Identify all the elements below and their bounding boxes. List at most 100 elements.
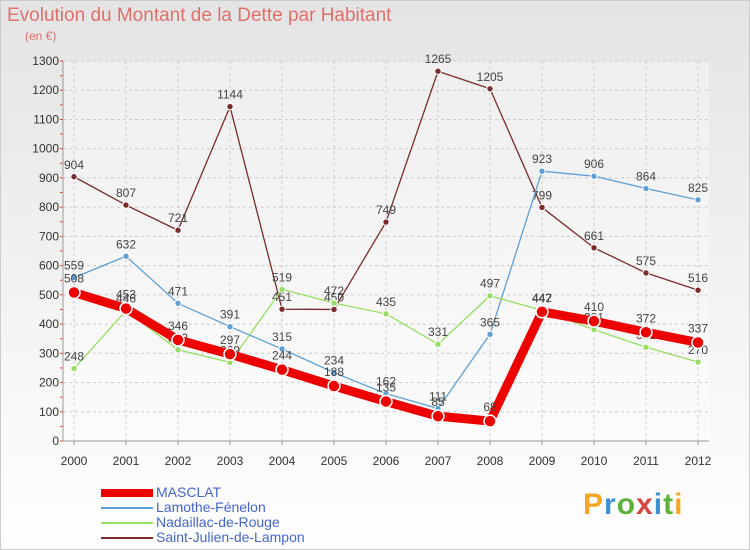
data-label: 923 (532, 152, 552, 166)
x-tick-label: 2010 (581, 454, 608, 468)
legend-label: MASCLAT (156, 484, 222, 500)
data-label: 508 (64, 272, 84, 286)
data-label: 575 (636, 254, 656, 268)
y-tick-label: 200 (39, 376, 59, 390)
data-point (67, 285, 81, 300)
data-point (486, 292, 494, 300)
y-tick-label: 100 (39, 405, 59, 419)
data-point (691, 335, 705, 350)
x-tick-label: 2009 (529, 454, 556, 468)
x-tick-label: 2006 (373, 454, 400, 468)
data-point (119, 301, 133, 316)
data-label: 337 (688, 321, 708, 335)
data-label: 1205 (477, 70, 504, 84)
data-label: 453 (116, 288, 136, 302)
data-label: 162 (376, 375, 396, 389)
data-point (590, 244, 598, 252)
data-label: 331 (428, 325, 448, 339)
data-point (486, 330, 494, 339)
data-point (171, 333, 185, 347)
data-label: 1144 (217, 88, 243, 102)
legend-swatch (101, 489, 153, 497)
data-label: 497 (480, 277, 500, 291)
y-tick-label: 1100 (33, 112, 59, 126)
data-point (434, 340, 442, 348)
data-label: 516 (688, 271, 708, 285)
data-label: 372 (636, 311, 656, 325)
data-point (431, 409, 445, 423)
data-label: 188 (324, 365, 344, 379)
x-tick-label: 2012 (685, 454, 712, 468)
data-label: 721 (168, 211, 188, 225)
data-label: 442 (532, 291, 552, 305)
data-point (642, 343, 650, 351)
y-tick-label: 700 (39, 229, 59, 243)
x-tick-label: 2007 (425, 454, 452, 468)
legend-swatch (101, 522, 153, 524)
y-tick-label: 400 (39, 317, 59, 331)
legend-label: Nadaillac-de-Rouge (156, 514, 280, 530)
y-tick-label: 500 (39, 288, 59, 302)
data-label: 825 (688, 181, 708, 195)
data-label: 244 (272, 349, 292, 363)
y-tick-label: 800 (39, 200, 59, 214)
x-tick-label: 2001 (113, 454, 140, 468)
y-tick-label: 600 (39, 259, 59, 273)
data-point (538, 203, 546, 212)
data-label: 410 (584, 300, 604, 314)
data-label: 661 (584, 229, 604, 243)
data-point (382, 310, 390, 318)
data-label: 447 (532, 291, 552, 305)
data-point (223, 347, 237, 361)
data-label: 135 (376, 381, 396, 395)
data-label: 472 (324, 284, 344, 298)
x-tick-label: 2000 (61, 454, 88, 468)
data-label: 297 (220, 333, 240, 347)
y-tick-label: 300 (39, 346, 59, 360)
data-point (278, 285, 286, 293)
data-point (278, 305, 286, 313)
data-point (122, 252, 130, 260)
data-point (587, 314, 601, 328)
data-point (639, 325, 653, 340)
data-point (278, 345, 286, 353)
x-tick-label: 2008 (477, 454, 504, 468)
legend-label: Lamothe-Fénelon (156, 499, 266, 515)
data-label: 248 (64, 350, 84, 364)
data-point (174, 226, 182, 234)
data-point (174, 299, 182, 308)
legend-swatch (101, 507, 153, 509)
y-tick-label: 1200 (32, 83, 59, 97)
data-label: 519 (272, 270, 292, 284)
legend-swatch (101, 537, 153, 539)
data-label: 1265 (425, 52, 452, 66)
data-point (486, 85, 494, 93)
data-point (327, 379, 341, 393)
data-label: 799 (532, 188, 552, 202)
data-point (434, 67, 442, 75)
data-point (226, 323, 234, 331)
data-label: 559 (64, 259, 84, 273)
x-tick-label: 2005 (321, 454, 348, 468)
data-point (70, 364, 78, 373)
data-label: 68 (483, 400, 497, 414)
data-point (379, 394, 393, 409)
data-point (330, 368, 338, 377)
data-label: 346 (168, 319, 188, 333)
x-tick-label: 2011 (633, 454, 659, 468)
y-tick-label: 0 (52, 434, 59, 448)
data-point (642, 184, 650, 193)
x-tick-label: 2004 (269, 454, 296, 468)
chart-title: Evolution du Montant de la Dette par Hab… (7, 5, 392, 26)
data-point (535, 305, 549, 319)
data-label: 632 (116, 237, 136, 251)
chart-subtitle: (en €) (25, 29, 57, 43)
data-label: 446 (116, 292, 136, 306)
data-label: 904 (64, 158, 84, 172)
proxiti-logo: Proxiti (583, 488, 684, 521)
data-label: 450 (324, 290, 344, 304)
legend-label: Saint-Julien-de-Lampon (156, 529, 305, 545)
data-point (642, 269, 650, 277)
